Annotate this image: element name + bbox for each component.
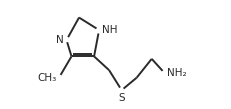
Text: CH₃: CH₃ <box>37 73 56 83</box>
Text: S: S <box>118 93 125 103</box>
Text: NH: NH <box>101 25 117 35</box>
Text: N: N <box>56 35 64 45</box>
Text: NH₂: NH₂ <box>166 68 185 78</box>
